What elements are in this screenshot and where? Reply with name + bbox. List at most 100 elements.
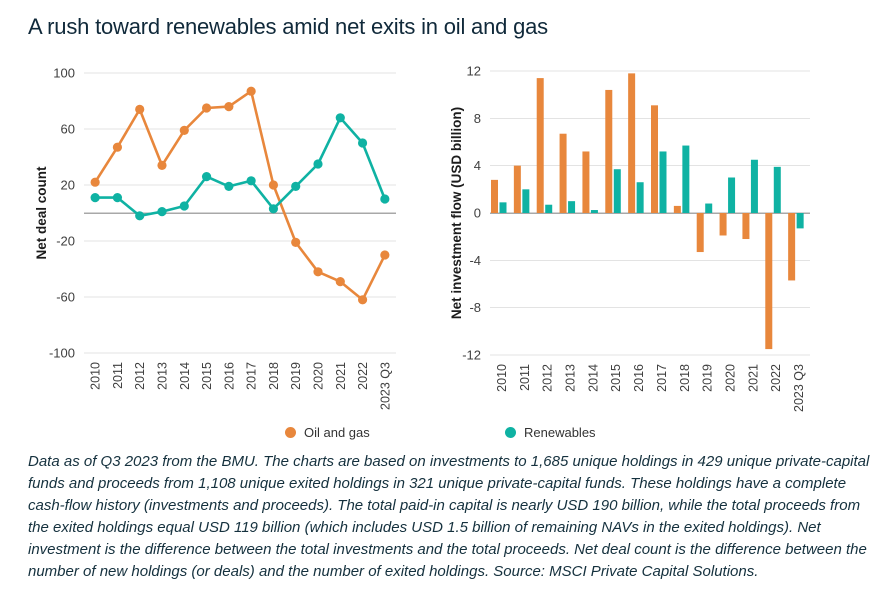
series-line: [95, 116, 387, 218]
bar: [536, 78, 544, 213]
bar: [522, 189, 530, 213]
x-tick-label: 2021: [746, 364, 760, 392]
data-point: [291, 237, 301, 247]
bar: [742, 213, 750, 240]
data-point: [246, 176, 256, 186]
y-tick-label: -100: [49, 346, 75, 361]
data-point: [135, 211, 145, 221]
legend-label: Renewables: [524, 425, 596, 440]
x-tick-label: 2018: [678, 364, 692, 392]
x-tick-label: 2014: [586, 364, 600, 392]
data-point: [313, 159, 323, 169]
footnote: Data as of Q3 2023 from the BMU. The cha…: [28, 453, 870, 580]
bar: [682, 145, 690, 213]
y-axis-title: Net investment flow (USD billion): [449, 107, 464, 319]
data-point: [201, 103, 212, 113]
x-tick-label: 2011: [518, 364, 532, 391]
y-tick-label: -20: [56, 234, 75, 249]
x-tick-label: 2022: [769, 364, 783, 392]
bar: [696, 213, 704, 253]
legend-label: Oil and gas: [304, 425, 370, 440]
bar: [513, 165, 521, 213]
bar: [750, 159, 758, 213]
data-point: [357, 295, 368, 305]
data-point: [135, 104, 145, 114]
bar: [628, 73, 636, 213]
x-tick-label: 2023 Q3: [792, 364, 806, 412]
data-point: [291, 181, 301, 191]
y-tick-label: 20: [61, 178, 75, 193]
data-point: [357, 138, 368, 148]
y-tick-label: -12: [462, 348, 481, 363]
bar: [636, 182, 644, 213]
data-point: [224, 102, 234, 112]
data-point: [246, 86, 256, 96]
bar: [545, 204, 553, 213]
data-point: [157, 160, 167, 170]
bar: [673, 205, 681, 213]
x-tick-label: 2015: [200, 362, 214, 390]
data-point: [335, 277, 345, 287]
bar: [788, 213, 796, 281]
y-tick-label: -60: [56, 290, 75, 305]
x-tick-label: 2014: [178, 362, 192, 390]
bar: [559, 133, 567, 213]
x-tick-label: 2023 Q3: [378, 362, 392, 410]
y-axis-title: Net deal count: [34, 166, 49, 260]
data-point: [268, 204, 279, 214]
x-tick-label: 2022: [356, 362, 370, 390]
x-tick-label: 2012: [133, 362, 147, 390]
bar: [582, 151, 590, 213]
x-tick-label: 2016: [632, 364, 646, 392]
y-tick-label: 60: [61, 122, 75, 137]
data-point: [224, 181, 234, 191]
bar: [651, 105, 658, 213]
net-investment-flow-bar-chart: 12 8 4 0 -4 -8 -12 Net investment flow (USD bil…: [449, 64, 810, 412]
oil-and-gas-dot-icon: [285, 427, 296, 438]
data-point: [380, 194, 390, 204]
bar: [491, 179, 498, 213]
x-tick-label: 2010: [89, 362, 103, 390]
x-tick-label: 2010: [495, 364, 509, 392]
x-tick-label: 2016: [222, 362, 236, 390]
chart-title: A rush toward renewables amid net exits …: [28, 14, 548, 39]
net-deal-count-line-chart: 100 60 20 -20 -60 -100 Net deal count 2010 2011 2…: [34, 66, 396, 410]
y-tick-label: -4: [469, 253, 481, 268]
y-tick-label: 8: [474, 111, 481, 126]
y-tick-label: 100: [53, 66, 75, 81]
x-tick-label: 2013: [564, 364, 578, 392]
bar: [796, 213, 804, 229]
data-point: [112, 142, 123, 152]
bar: [605, 89, 613, 213]
x-tick-label: 2020: [724, 364, 738, 392]
bar: [773, 166, 781, 213]
renewables-dot-icon: [505, 427, 516, 438]
y-tick-label: -8: [469, 300, 481, 315]
data-point: [201, 172, 212, 182]
x-tick-label: 2017: [655, 364, 669, 392]
y-tick-label: 0: [474, 206, 481, 221]
x-tick-label: 2018: [267, 362, 281, 390]
x-tick-label: 2019: [701, 364, 715, 392]
x-tick-label: 2013: [156, 362, 170, 390]
bar: [719, 213, 727, 236]
data-point: [90, 177, 100, 187]
data-point: [179, 201, 189, 211]
chart-legend: Oil and gas Renewables: [0, 425, 889, 445]
data-point: [313, 267, 323, 277]
bar: [613, 169, 621, 213]
x-tick-label: 2017: [245, 362, 259, 390]
data-point: [335, 113, 345, 123]
legend-item-renewables: Renewables: [505, 425, 596, 440]
x-tick-label: 2021: [334, 362, 348, 390]
y-tick-label: 12: [467, 64, 481, 79]
bar: [568, 201, 576, 213]
x-tick-label: 2015: [609, 364, 623, 392]
bar: [590, 210, 598, 213]
data-point: [380, 250, 390, 260]
bar: [765, 213, 773, 350]
data-point: [112, 193, 123, 203]
bar: [499, 202, 507, 213]
data-point: [268, 180, 279, 190]
